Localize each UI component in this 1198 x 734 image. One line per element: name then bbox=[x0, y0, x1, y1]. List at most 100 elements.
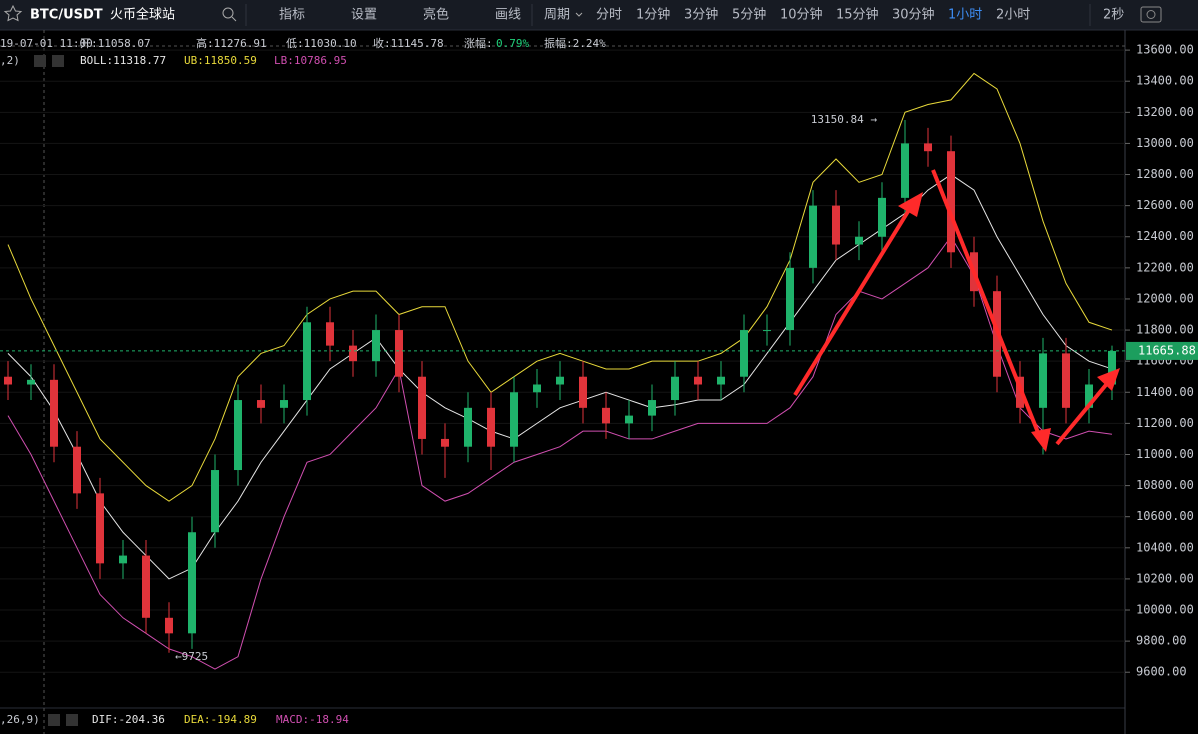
candle-body bbox=[763, 330, 771, 332]
candle-body bbox=[211, 470, 219, 533]
y-tick-label: 13000.00 bbox=[1136, 136, 1194, 150]
arrow bbox=[931, 169, 1043, 441]
info-change: 0.79% bbox=[496, 37, 529, 50]
legend-icon[interactable] bbox=[48, 714, 60, 726]
y-tick-label: 10600.00 bbox=[1136, 509, 1194, 523]
tool-button[interactable]: 亮色 bbox=[423, 7, 449, 23]
camera-icon[interactable] bbox=[1140, 6, 1162, 23]
candle-body bbox=[73, 446, 81, 494]
y-tick-label: 12200.00 bbox=[1136, 260, 1194, 274]
band-line bbox=[7, 235, 1113, 670]
y-tick-label: 13400.00 bbox=[1136, 74, 1194, 88]
candle-body bbox=[50, 379, 58, 447]
candle-body bbox=[441, 438, 449, 447]
candle-body bbox=[395, 330, 403, 377]
candle-body bbox=[602, 407, 610, 424]
candle-body bbox=[27, 379, 35, 385]
candle-body bbox=[349, 345, 357, 362]
legend-params: ,2) bbox=[0, 54, 20, 67]
drawn-arrows bbox=[793, 169, 1120, 452]
period-button[interactable]: 1分钟 bbox=[636, 7, 670, 23]
info-change-label: 涨幅: bbox=[464, 37, 493, 50]
period-menu[interactable]: 周期 bbox=[544, 8, 570, 23]
period-button[interactable]: 3分钟 bbox=[684, 7, 718, 23]
candle-body bbox=[372, 330, 380, 362]
candle-body bbox=[487, 407, 495, 447]
candle-body bbox=[694, 376, 702, 385]
y-tick-label: 10200.00 bbox=[1136, 571, 1194, 585]
candle-body bbox=[1108, 350, 1116, 385]
candle-body bbox=[326, 322, 334, 346]
search-icon bbox=[231, 16, 237, 22]
candle-body bbox=[1085, 384, 1093, 408]
candle-body bbox=[855, 236, 863, 245]
chart-bg bbox=[0, 30, 1198, 734]
candle-body bbox=[165, 617, 173, 634]
info-amplitude: 振幅:2.24% bbox=[544, 36, 606, 50]
legend-dea: DEA:-194.89 bbox=[184, 713, 257, 726]
candle-body bbox=[1039, 353, 1047, 408]
legend-boll: BOLL:11318.77 bbox=[80, 54, 166, 67]
candle-body bbox=[832, 205, 840, 245]
candle-body bbox=[533, 384, 541, 393]
candle-body bbox=[96, 493, 104, 564]
extreme-annotation: 13150.84 → bbox=[811, 113, 878, 126]
y-tick-label: 9800.00 bbox=[1136, 634, 1187, 648]
band-line bbox=[7, 72, 1113, 502]
last-price-label: 11665.88 bbox=[1138, 343, 1196, 357]
search-icon[interactable] bbox=[222, 7, 234, 19]
y-tick-label: 13200.00 bbox=[1136, 105, 1194, 119]
info-high: 高:11276.91 bbox=[196, 36, 267, 50]
legend-lb: LB:10786.95 bbox=[274, 54, 347, 67]
info-open: 开:11058.07 bbox=[80, 37, 151, 50]
tool-button[interactable]: 画线 bbox=[495, 8, 521, 23]
y-tick-label: 11200.00 bbox=[1136, 416, 1194, 430]
caret bbox=[575, 12, 583, 17]
candle-body bbox=[303, 322, 311, 401]
info-low: 低:11030.10 bbox=[286, 37, 357, 50]
candle-body bbox=[924, 143, 932, 152]
legend-icon[interactable] bbox=[34, 55, 46, 67]
candle-body bbox=[717, 376, 725, 385]
candle-body bbox=[556, 376, 564, 385]
period-button[interactable]: 分时 bbox=[596, 8, 622, 23]
y-tick-label: 13600.00 bbox=[1136, 43, 1194, 57]
info-close: 收:11145.78 bbox=[373, 36, 444, 50]
candle-body bbox=[142, 555, 150, 618]
candle-body bbox=[878, 197, 886, 237]
candle-body bbox=[510, 392, 518, 447]
y-tick-label: 12600.00 bbox=[1136, 198, 1194, 212]
candle-body bbox=[4, 376, 12, 385]
refresh[interactable]: 2秒 bbox=[1103, 8, 1124, 23]
exchange: 火币全球站 bbox=[110, 7, 175, 23]
period-button[interactable]: 30分钟 bbox=[892, 7, 935, 23]
candle-body bbox=[119, 555, 127, 564]
legend-icon[interactable] bbox=[66, 714, 78, 726]
y-tick-label: 12800.00 bbox=[1136, 167, 1194, 181]
candle-body bbox=[579, 376, 587, 408]
candle-body bbox=[464, 407, 472, 447]
legend-macd: MACD:-18.94 bbox=[276, 713, 349, 726]
y-tick-label: 10800.00 bbox=[1136, 478, 1194, 492]
candle-body bbox=[648, 400, 656, 416]
period-button[interactable]: 5分钟 bbox=[732, 7, 766, 23]
tool-button[interactable]: 指标 bbox=[279, 8, 305, 23]
star-icon[interactable] bbox=[3, 4, 23, 22]
candle-body bbox=[280, 400, 288, 408]
arrow-head bbox=[1097, 368, 1120, 391]
period-button[interactable]: 2小时 bbox=[996, 8, 1030, 23]
symbol[interactable]: BTC/USDT bbox=[30, 8, 103, 23]
y-tick-label: 11800.00 bbox=[1136, 323, 1194, 337]
tool-button[interactable]: 设置 bbox=[351, 8, 377, 23]
legend-icon[interactable] bbox=[52, 55, 64, 67]
period-button[interactable]: 1小时 bbox=[948, 8, 982, 23]
period-button[interactable]: 15分钟 bbox=[836, 7, 879, 23]
candle-body bbox=[188, 532, 196, 634]
candle-body bbox=[809, 205, 817, 268]
candle-body bbox=[740, 330, 748, 377]
period-button[interactable]: 10分钟 bbox=[780, 7, 823, 23]
arrow-head bbox=[898, 192, 923, 217]
candle-body bbox=[257, 400, 265, 408]
